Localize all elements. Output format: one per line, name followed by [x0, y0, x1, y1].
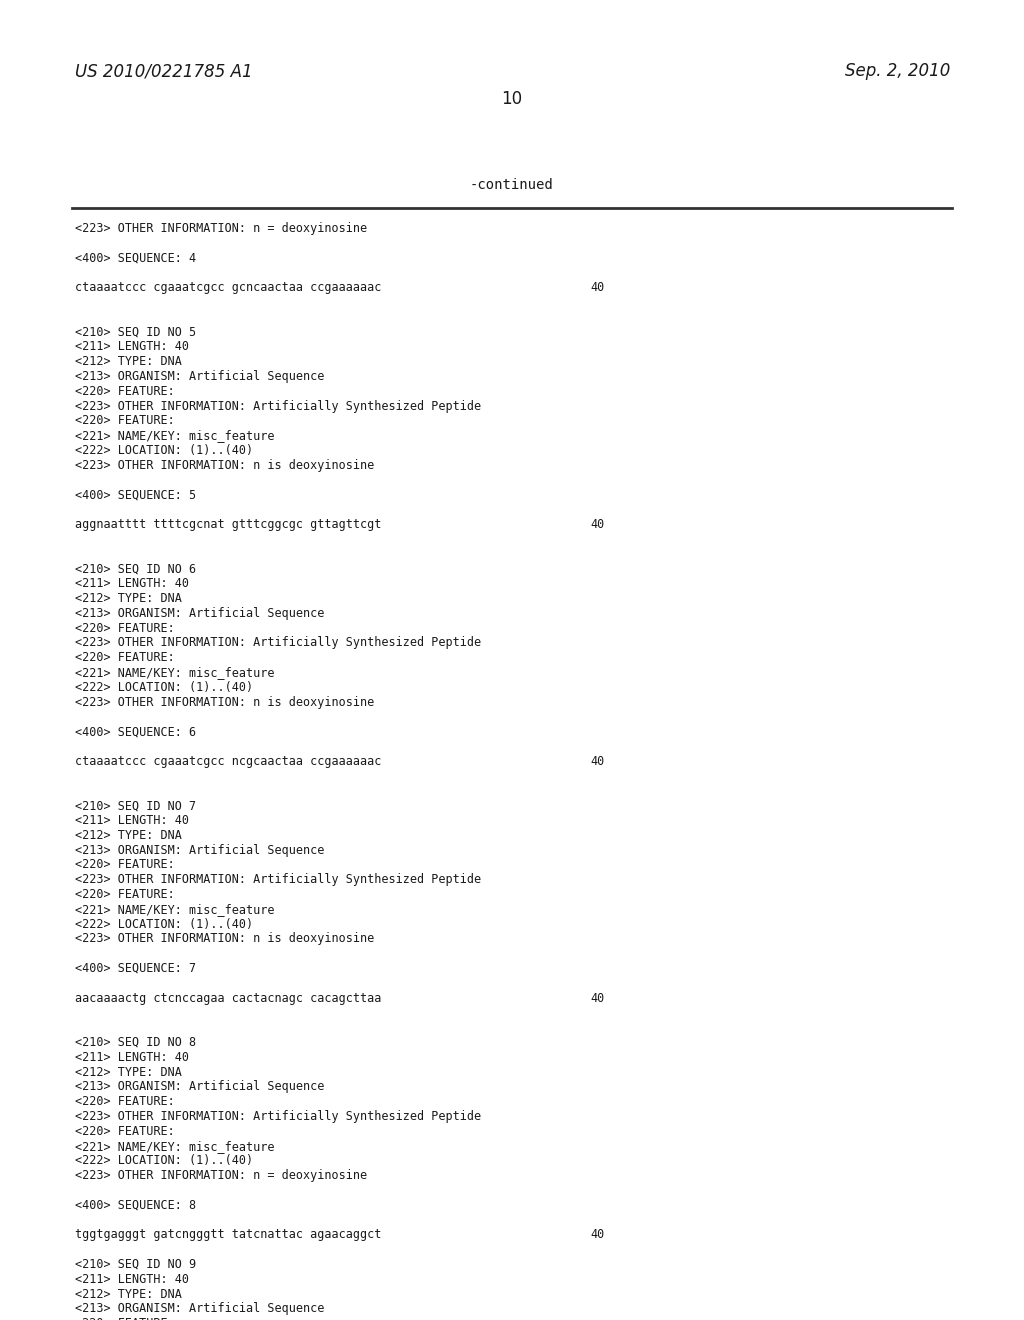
Text: 40: 40	[590, 755, 604, 768]
Text: aacaaaactg ctcnccagaa cactacnagc cacagcttaa: aacaaaactg ctcnccagaa cactacnagc cacagct…	[75, 991, 381, 1005]
Text: US 2010/0221785 A1: US 2010/0221785 A1	[75, 62, 253, 81]
Text: <212> TYPE: DNA: <212> TYPE: DNA	[75, 591, 182, 605]
Text: <213> ORGANISM: Artificial Sequence: <213> ORGANISM: Artificial Sequence	[75, 370, 325, 383]
Text: <222> LOCATION: (1)..(40): <222> LOCATION: (1)..(40)	[75, 681, 253, 694]
Text: <212> TYPE: DNA: <212> TYPE: DNA	[75, 829, 182, 842]
Text: <220> FEATURE:: <220> FEATURE:	[75, 651, 175, 664]
Text: <213> ORGANISM: Artificial Sequence: <213> ORGANISM: Artificial Sequence	[75, 607, 325, 620]
Text: <213> ORGANISM: Artificial Sequence: <213> ORGANISM: Artificial Sequence	[75, 1303, 325, 1316]
Text: <220> FEATURE:: <220> FEATURE:	[75, 414, 175, 428]
Text: <220> FEATURE:: <220> FEATURE:	[75, 888, 175, 902]
Text: <223> OTHER INFORMATION: n is deoxyinosine: <223> OTHER INFORMATION: n is deoxyinosi…	[75, 459, 374, 471]
Text: <211> LENGTH: 40: <211> LENGTH: 40	[75, 341, 189, 354]
Text: <223> OTHER INFORMATION: Artificially Synthesized Peptide: <223> OTHER INFORMATION: Artificially Sy…	[75, 874, 481, 886]
Text: <210> SEQ ID NO 9: <210> SEQ ID NO 9	[75, 1258, 197, 1271]
Text: <221> NAME/KEY: misc_feature: <221> NAME/KEY: misc_feature	[75, 903, 274, 916]
Text: <400> SEQUENCE: 4: <400> SEQUENCE: 4	[75, 252, 197, 264]
Text: <223> OTHER INFORMATION: n is deoxyinosine: <223> OTHER INFORMATION: n is deoxyinosi…	[75, 696, 374, 709]
Text: <211> LENGTH: 40: <211> LENGTH: 40	[75, 1272, 189, 1286]
Text: <222> LOCATION: (1)..(40): <222> LOCATION: (1)..(40)	[75, 917, 253, 931]
Text: <212> TYPE: DNA: <212> TYPE: DNA	[75, 355, 182, 368]
Text: 40: 40	[590, 991, 604, 1005]
Text: <400> SEQUENCE: 8: <400> SEQUENCE: 8	[75, 1199, 197, 1212]
Text: <213> ORGANISM: Artificial Sequence: <213> ORGANISM: Artificial Sequence	[75, 843, 325, 857]
Text: <223> OTHER INFORMATION: n is deoxyinosine: <223> OTHER INFORMATION: n is deoxyinosi…	[75, 932, 374, 945]
Text: <210> SEQ ID NO 7: <210> SEQ ID NO 7	[75, 799, 197, 812]
Text: 40: 40	[590, 1229, 604, 1241]
Text: 10: 10	[502, 90, 522, 108]
Text: <221> NAME/KEY: misc_feature: <221> NAME/KEY: misc_feature	[75, 1139, 274, 1152]
Text: tggtgagggt gatcngggtt tatcnattac agaacaggct: tggtgagggt gatcngggtt tatcnattac agaacag…	[75, 1229, 381, 1241]
Text: <220> FEATURE:: <220> FEATURE:	[75, 385, 175, 397]
Text: <223> OTHER INFORMATION: Artificially Synthesized Peptide: <223> OTHER INFORMATION: Artificially Sy…	[75, 636, 481, 649]
Text: <221> NAME/KEY: misc_feature: <221> NAME/KEY: misc_feature	[75, 667, 274, 678]
Text: <220> FEATURE:: <220> FEATURE:	[75, 1125, 175, 1138]
Text: <223> OTHER INFORMATION: n = deoxyinosine: <223> OTHER INFORMATION: n = deoxyinosin…	[75, 1170, 368, 1183]
Text: <400> SEQUENCE: 6: <400> SEQUENCE: 6	[75, 725, 197, 738]
Text: <220> FEATURE:: <220> FEATURE:	[75, 1096, 175, 1109]
Text: <211> LENGTH: 40: <211> LENGTH: 40	[75, 814, 189, 828]
Text: <400> SEQUENCE: 5: <400> SEQUENCE: 5	[75, 488, 197, 502]
Text: <211> LENGTH: 40: <211> LENGTH: 40	[75, 1051, 189, 1064]
Text: <213> ORGANISM: Artificial Sequence: <213> ORGANISM: Artificial Sequence	[75, 1080, 325, 1093]
Text: <210> SEQ ID NO 8: <210> SEQ ID NO 8	[75, 1036, 197, 1049]
Text: <212> TYPE: DNA: <212> TYPE: DNA	[75, 1065, 182, 1078]
Text: 40: 40	[590, 281, 604, 294]
Text: aggnaatttt ttttcgcnat gtttcggcgc gttagttcgt: aggnaatttt ttttcgcnat gtttcggcgc gttagtt…	[75, 517, 381, 531]
Text: <223> OTHER INFORMATION: n = deoxyinosine: <223> OTHER INFORMATION: n = deoxyinosin…	[75, 222, 368, 235]
Text: <210> SEQ ID NO 5: <210> SEQ ID NO 5	[75, 326, 197, 339]
Text: <212> TYPE: DNA: <212> TYPE: DNA	[75, 1287, 182, 1300]
Text: <222> LOCATION: (1)..(40): <222> LOCATION: (1)..(40)	[75, 1155, 253, 1167]
Text: <223> OTHER INFORMATION: Artificially Synthesized Peptide: <223> OTHER INFORMATION: Artificially Sy…	[75, 1110, 481, 1123]
Text: <210> SEQ ID NO 6: <210> SEQ ID NO 6	[75, 562, 197, 576]
Text: <222> LOCATION: (1)..(40): <222> LOCATION: (1)..(40)	[75, 444, 253, 457]
Text: ctaaaatccc cgaaatcgcc ncgcaactaa ccgaaaaaac: ctaaaatccc cgaaatcgcc ncgcaactaa ccgaaaa…	[75, 755, 381, 768]
Text: -continued: -continued	[470, 178, 554, 191]
Text: Sep. 2, 2010: Sep. 2, 2010	[845, 62, 950, 81]
Text: <211> LENGTH: 40: <211> LENGTH: 40	[75, 577, 189, 590]
Text: <220> FEATURE:: <220> FEATURE:	[75, 1317, 175, 1320]
Text: <221> NAME/KEY: misc_feature: <221> NAME/KEY: misc_feature	[75, 429, 274, 442]
Text: <400> SEQUENCE: 7: <400> SEQUENCE: 7	[75, 962, 197, 975]
Text: <223> OTHER INFORMATION: Artificially Synthesized Peptide: <223> OTHER INFORMATION: Artificially Sy…	[75, 400, 481, 413]
Text: <220> FEATURE:: <220> FEATURE:	[75, 622, 175, 635]
Text: ctaaaatccc cgaaatcgcc gcncaactaa ccgaaaaaac: ctaaaatccc cgaaatcgcc gcncaactaa ccgaaaa…	[75, 281, 381, 294]
Text: <220> FEATURE:: <220> FEATURE:	[75, 858, 175, 871]
Text: 40: 40	[590, 517, 604, 531]
